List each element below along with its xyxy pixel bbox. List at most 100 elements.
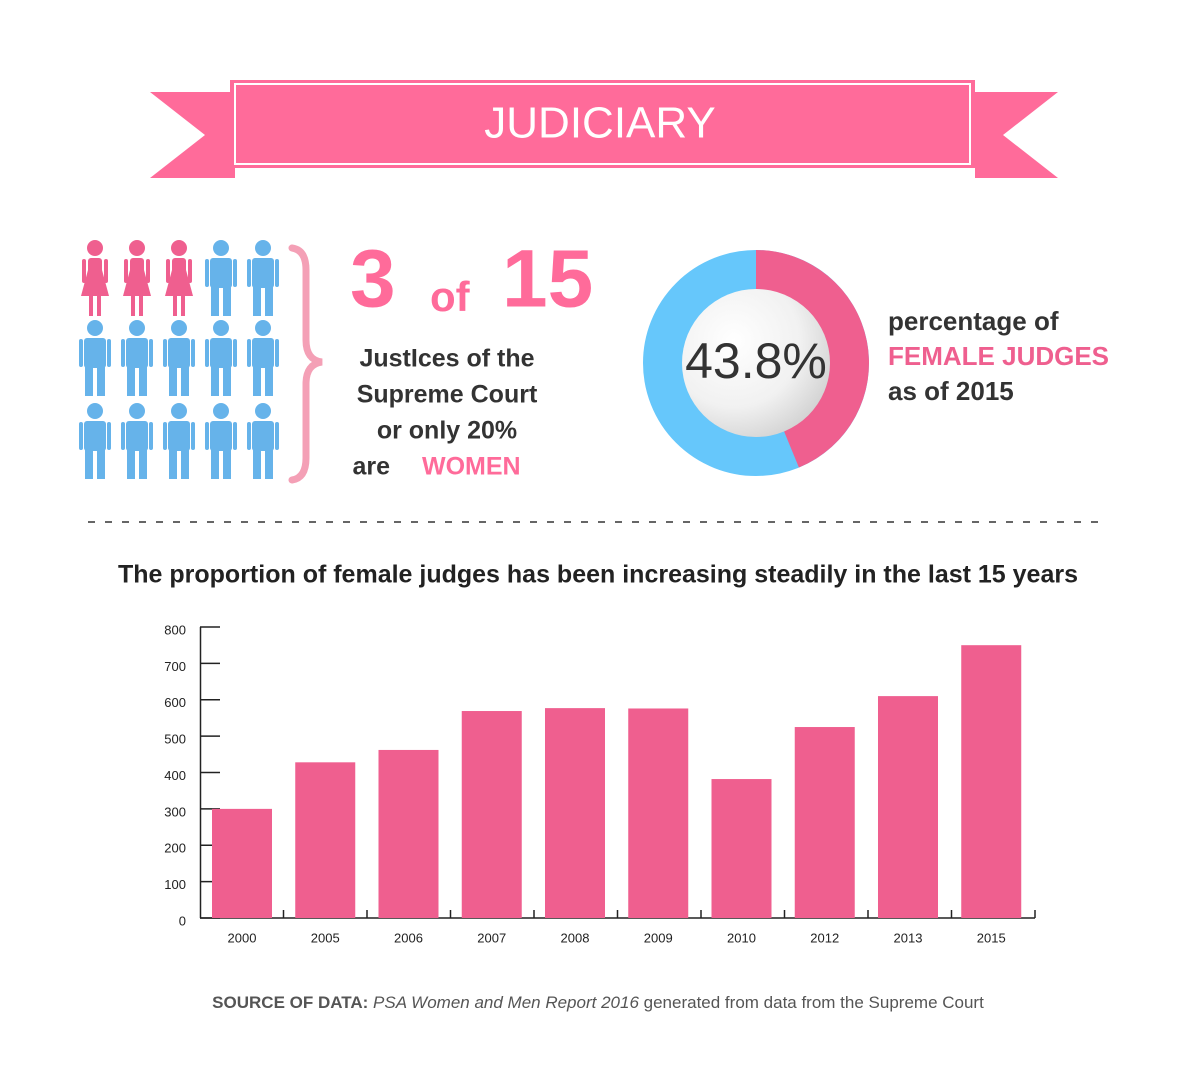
icon-torso (84, 421, 106, 451)
icon-leg (223, 366, 231, 396)
icon-leg (173, 296, 177, 316)
brace (288, 244, 323, 484)
icon-torso (252, 338, 274, 368)
icon-arm (247, 422, 251, 450)
icon-leg (85, 366, 93, 396)
icon-leg (127, 449, 135, 479)
icon-leg (265, 366, 273, 396)
icon-head (171, 320, 187, 336)
man-icon (79, 320, 111, 396)
man-icon (163, 320, 195, 396)
caption-line: percentage of (888, 306, 1059, 336)
x-tick-label: 2007 (477, 930, 506, 945)
icon-arm (121, 339, 125, 367)
x-tick-label: 2000 (228, 930, 257, 945)
icon-torso (252, 258, 274, 288)
icon-leg (127, 366, 135, 396)
icon-arm (205, 422, 209, 450)
x-tick-label: 2009 (644, 930, 673, 945)
man-icon (205, 240, 237, 316)
icon-torso (168, 421, 190, 451)
icon-arm (191, 339, 195, 367)
icon-leg (181, 296, 185, 316)
source-rest: generated from data from the Supreme Cou… (644, 993, 984, 1012)
total-count: 15 (502, 234, 593, 325)
icon-arm (205, 259, 209, 287)
icon-arm (191, 422, 195, 450)
x-tick-label: 2006 (394, 930, 423, 945)
x-tick-label: 2010 (727, 930, 756, 945)
justices-text: JustIces of the Supreme Court or only 20% a… (352, 345, 538, 481)
icon-head (213, 320, 229, 336)
icon-arm (247, 259, 251, 287)
icon-leg (169, 366, 177, 396)
icon-leg (97, 449, 105, 479)
icon-arm (275, 259, 279, 287)
justices-line: Supreme Court (357, 381, 538, 409)
icon-head (129, 240, 145, 256)
icon-grid (79, 240, 279, 479)
icon-leg (211, 286, 219, 316)
x-tick-label: 2005 (311, 930, 340, 945)
icon-leg (181, 449, 189, 479)
icon-head (255, 240, 271, 256)
icon-dress (123, 270, 151, 296)
bar (711, 779, 772, 918)
icon-arm (233, 339, 237, 367)
bar-title: The proportion of female judges has been… (118, 561, 1078, 589)
bar (544, 708, 605, 918)
icon-arm (79, 339, 83, 367)
icon-leg (139, 366, 147, 396)
icon-arm (247, 339, 251, 367)
bar-chart: 0 100 200 300 400 500 600 700 800 2000 2005 2006 200… (164, 622, 1036, 945)
woman-icon (81, 240, 109, 316)
banner-title: JUDICIARY (484, 99, 715, 148)
justices-line: or only 20% (377, 417, 517, 445)
source-report: PSA Women and Men Report 2016 (373, 993, 639, 1012)
icon-leg (89, 296, 93, 316)
icon-head (171, 403, 187, 419)
icon-leg (139, 296, 143, 316)
icon-head (129, 403, 145, 419)
justices-highlight: WOMEN (422, 453, 521, 481)
bar (961, 645, 1022, 918)
y-tick-label: 0 (179, 913, 186, 928)
bar (877, 696, 938, 918)
y-tick-label: 300 (164, 804, 186, 819)
source: SOURCE OF DATA: PSA Women and Men Report… (212, 993, 984, 1012)
icon-arm (163, 422, 167, 450)
woman-icon (123, 240, 151, 316)
bar (794, 727, 855, 918)
donut-slice (756, 250, 869, 468)
man-icon (205, 403, 237, 479)
bar (461, 711, 522, 918)
icon-leg (223, 449, 231, 479)
x-tick-label: 2008 (561, 930, 590, 945)
icon-arm (107, 339, 111, 367)
icon-torso (168, 338, 190, 368)
x-tick-label: 2015 (977, 930, 1006, 945)
icon-leg (131, 296, 135, 316)
icon-arm (275, 339, 279, 367)
icon-leg (253, 449, 261, 479)
donut-center (682, 289, 830, 437)
icon-arm (104, 259, 108, 283)
x-tick-label: 2012 (810, 930, 839, 945)
icon-arm (149, 339, 153, 367)
man-icon (247, 403, 279, 479)
icon-arm (188, 259, 192, 283)
source-label: SOURCE OF DATA: (212, 993, 368, 1012)
ribbon-border (234, 83, 971, 165)
caption-line: FEMALE JUDGES (888, 341, 1109, 371)
ribbon-tail (150, 92, 235, 178)
x-tick-label: 2013 (894, 930, 923, 945)
icon-head (87, 240, 103, 256)
icon-arm (121, 422, 125, 450)
icon-torso (210, 421, 232, 451)
ribbon-tail (975, 92, 1058, 178)
y-tick-label: 100 (164, 877, 186, 892)
icon-torso (210, 338, 232, 368)
justices-line: JustIces of the (359, 345, 534, 373)
